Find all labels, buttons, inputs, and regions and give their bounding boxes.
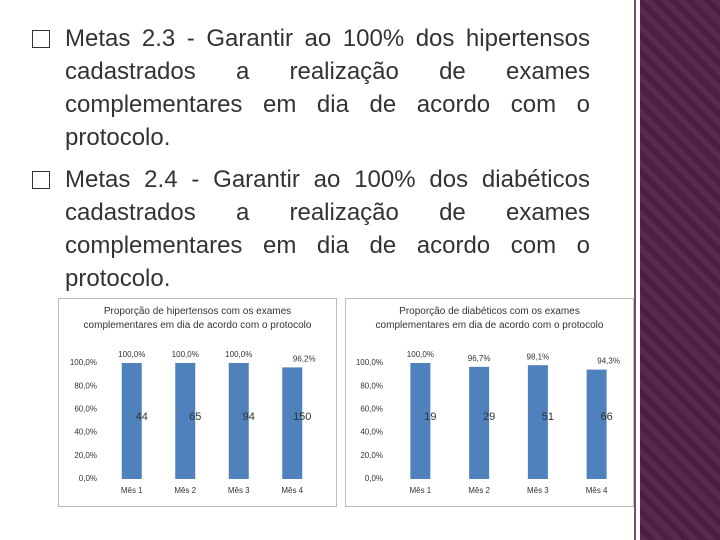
bullet-item: Metas 2.4 - Garantir ao 100% dos diabéti… xyxy=(30,163,590,295)
value-label: 100,0% xyxy=(172,350,199,359)
bar xyxy=(175,363,196,479)
count-label: 150 xyxy=(293,411,311,423)
y-tick-label: 0,0% xyxy=(365,474,383,483)
value-label: 100,0% xyxy=(225,350,252,359)
chart-title: Proporção de diabéticos com os exames co… xyxy=(375,306,604,331)
y-tick-label: 60,0% xyxy=(74,405,97,414)
y-tick-label: 40,0% xyxy=(74,428,97,437)
x-tick-label: Mês 1 xyxy=(121,486,143,495)
count-label: 94 xyxy=(243,411,255,423)
count-label: 29 xyxy=(483,411,495,423)
count-label: 44 xyxy=(136,411,148,423)
bullet-box xyxy=(32,171,50,189)
bullet-box xyxy=(32,30,50,48)
bar xyxy=(586,369,607,479)
y-tick-label: 100,0% xyxy=(70,358,97,367)
x-tick-label: Mês 2 xyxy=(468,486,490,495)
value-label: 96,7% xyxy=(468,354,491,363)
plot: 0,0% 20,0% 40,0% 60,0% 80,0% 100,0% 100,0% 44 Mê… xyxy=(70,350,316,495)
value-label: 100,0% xyxy=(407,350,434,359)
value-label: 98,1% xyxy=(527,352,550,361)
chart-title: Proporção de hipertensos com os exames c… xyxy=(83,306,312,331)
bar xyxy=(282,367,303,479)
count-label: 66 xyxy=(601,411,613,423)
count-label: 19 xyxy=(424,411,436,423)
bar xyxy=(410,363,431,479)
x-tick-label: Mês 2 xyxy=(174,486,196,495)
value-label: 94,3% xyxy=(597,357,620,366)
x-tick-label: Mês 1 xyxy=(409,486,431,495)
bar xyxy=(228,363,249,479)
bar xyxy=(527,365,548,479)
y-tick-label: 80,0% xyxy=(74,381,97,390)
y-tick-label: 40,0% xyxy=(360,428,383,437)
y-tick-label: 60,0% xyxy=(360,405,383,414)
y-tick-label: 80,0% xyxy=(360,381,383,390)
chart: 0,0% 20,0% 40,0% 60,0% 80,0% 100,0% 100,0% 44 Mê… xyxy=(58,298,337,507)
y-tick-label: 100,0% xyxy=(356,358,383,367)
count-label: 51 xyxy=(542,411,554,423)
bullet-text: Metas 2.3 - Garantir ao 100% dos hiperte… xyxy=(65,25,590,151)
chart: 0,0% 20,0% 40,0% 60,0% 80,0% 100,0% 100,0% 19 Mê… xyxy=(345,298,634,507)
value-label: 96,2% xyxy=(293,355,316,364)
bullet-item: Metas 2.3 - Garantir ao 100% dos hiperte… xyxy=(30,22,590,154)
decoration xyxy=(640,0,720,540)
count-label: 65 xyxy=(189,411,201,423)
plot: 0,0% 20,0% 40,0% 60,0% 80,0% 100,0% 100,0% 19 Mê… xyxy=(356,350,620,495)
text-block: Metas 2.3 - Garantir ao 100% dos hiperte… xyxy=(30,22,590,304)
bar xyxy=(121,363,142,479)
bullet-text: Metas 2.4 - Garantir ao 100% dos diabéti… xyxy=(65,166,590,292)
bar xyxy=(469,366,490,479)
x-tick-label: Mês 3 xyxy=(527,486,549,495)
x-tick-label: Mês 4 xyxy=(586,486,608,495)
y-tick-label: 20,0% xyxy=(360,451,383,460)
decoration xyxy=(634,0,636,540)
x-tick-label: Mês 3 xyxy=(228,486,250,495)
y-tick-label: 20,0% xyxy=(74,451,97,460)
x-tick-label: Mês 4 xyxy=(281,486,303,495)
value-label: 100,0% xyxy=(118,350,145,359)
y-tick-label: 0,0% xyxy=(79,474,97,483)
